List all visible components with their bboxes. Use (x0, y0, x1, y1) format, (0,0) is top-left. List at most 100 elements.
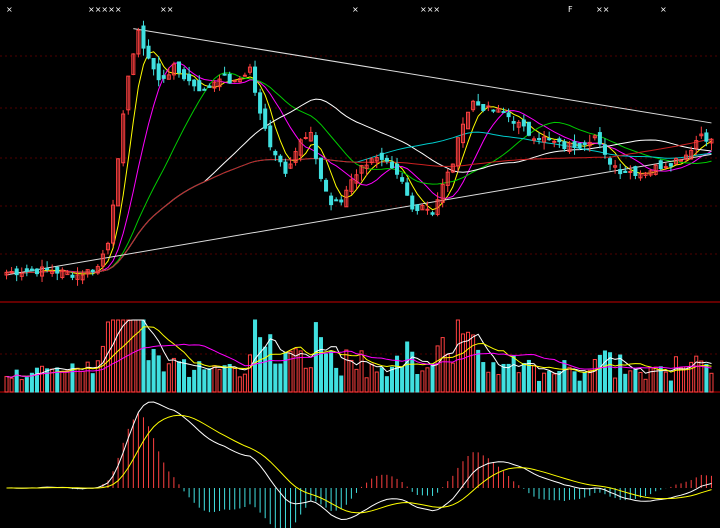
candle (222, 66, 227, 76)
candle (263, 103, 268, 132)
candle (699, 126, 704, 139)
candle-body (572, 141, 577, 148)
candle (400, 172, 405, 184)
candle-body (50, 270, 55, 274)
volume-bar (471, 334, 476, 393)
candle-body (592, 135, 597, 139)
volume-bar (40, 365, 45, 393)
candle (521, 114, 526, 132)
candle (592, 134, 597, 141)
candle-body (100, 253, 105, 267)
candle (466, 111, 471, 130)
candle (435, 192, 440, 217)
candle-body (618, 169, 623, 175)
candle (602, 138, 607, 159)
candle (425, 201, 430, 215)
candle-body (237, 78, 242, 83)
candle-body (70, 274, 75, 278)
volume-bar (506, 363, 511, 393)
candle (192, 79, 197, 92)
candle (633, 165, 638, 180)
candle-body (4, 271, 9, 276)
candle-body (526, 121, 531, 136)
volume-bar (217, 369, 222, 393)
volume-bar (334, 367, 339, 393)
volume-bar (207, 368, 212, 393)
candle (618, 163, 623, 180)
top-marker: ×× (596, 5, 609, 14)
candle (608, 156, 613, 171)
candle (405, 177, 410, 196)
candle-body (9, 270, 14, 274)
volume-bar (481, 362, 486, 393)
candle-body (694, 140, 699, 149)
candle (40, 259, 45, 282)
candle-body (542, 136, 547, 143)
volume-bar (141, 319, 146, 393)
volume-bar (435, 345, 440, 393)
candle (481, 104, 486, 113)
candle (212, 80, 217, 92)
volume-bar (476, 349, 481, 393)
volume-bar (440, 337, 445, 393)
candle-body (151, 58, 156, 70)
candle (531, 136, 536, 145)
candle (65, 270, 70, 276)
candle-body (187, 73, 192, 82)
candle-body (486, 105, 491, 108)
candle (273, 149, 278, 161)
volume-bar (45, 368, 50, 393)
candle-body (699, 133, 704, 137)
volume-bar (176, 361, 181, 393)
volume-bar (222, 365, 227, 393)
candle-body (232, 80, 237, 83)
volume-bar (384, 376, 389, 393)
macd-line (6, 414, 712, 514)
volume-bar (192, 369, 197, 393)
candle-body (298, 139, 303, 156)
volume-bar (237, 376, 242, 393)
candle-body (207, 85, 212, 88)
candle (105, 241, 110, 255)
volume-bar (85, 361, 90, 393)
candle-body (126, 75, 131, 111)
macd-line (6, 401, 712, 521)
candle-body (405, 182, 410, 196)
candle-body (410, 195, 415, 210)
volume-bar (395, 355, 400, 393)
candle-body (334, 199, 339, 202)
candle (258, 88, 263, 121)
candle (121, 110, 126, 167)
candle (577, 142, 582, 151)
candle (166, 67, 171, 80)
candle-body (587, 141, 592, 147)
candle-body (161, 75, 166, 79)
candle-body (227, 73, 232, 84)
candle-body (582, 142, 587, 146)
candle (100, 249, 105, 271)
candle (658, 159, 663, 171)
candle-body (415, 204, 420, 212)
candle (455, 137, 460, 172)
candle (613, 159, 618, 174)
volume-bar (597, 354, 602, 393)
candle (496, 104, 501, 113)
top-marker: ××× (420, 5, 440, 14)
candle (557, 136, 562, 148)
volume-bar (466, 331, 471, 393)
candle (668, 162, 673, 172)
candle (440, 178, 445, 208)
candle-body (597, 132, 602, 145)
volume-bar (354, 368, 359, 393)
volume-bar (415, 374, 420, 393)
candle-body (349, 179, 354, 192)
candle (95, 264, 100, 275)
candle (329, 192, 334, 211)
candle-body (176, 61, 181, 74)
volume-bar (562, 360, 567, 393)
candle (369, 157, 374, 165)
candle-body (633, 166, 638, 176)
candle (45, 261, 50, 273)
volume-bar (197, 361, 202, 393)
candle (430, 210, 435, 217)
